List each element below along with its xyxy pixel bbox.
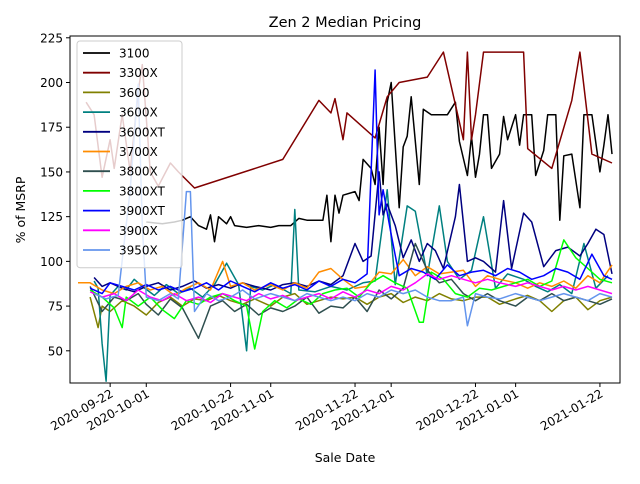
- legend-item-3100: 3100: [83, 47, 150, 61]
- y-axis-label: % of MSRP: [13, 176, 28, 243]
- series-layer: [78, 51, 613, 382]
- legend-item-3300x: 3300X: [83, 66, 158, 80]
- legend-label: 3100: [119, 47, 150, 61]
- x-axis-label: Sale Date: [315, 450, 376, 465]
- series-line-3800x: [89, 242, 613, 340]
- plot-area: [69, 35, 621, 384]
- chart-title: Zen 2 Median Pricing: [269, 15, 422, 31]
- legend-item-3700x: 3700X: [83, 145, 158, 159]
- legend-item-3600x: 3600X: [83, 106, 158, 120]
- series-line-3100: [146, 81, 613, 243]
- legend-item-3800xt: 3800XT: [83, 184, 166, 198]
- y-tick-label: 150: [40, 165, 63, 179]
- series-line-3600xt: [93, 171, 613, 293]
- series-line-3900x: [89, 273, 613, 304]
- legend-label: 3900X: [119, 224, 158, 238]
- y-tick-label: 225: [40, 31, 63, 45]
- plot-frame: [69, 35, 621, 384]
- legend-item-3950x: 3950X: [83, 244, 158, 258]
- series-line-3950x: [93, 83, 613, 327]
- legend-label: 3700X: [119, 145, 158, 159]
- y-tick-label: 175: [40, 121, 63, 135]
- legend-label: 3300X: [119, 66, 158, 80]
- legend-item-3600xt: 3600XT: [83, 125, 166, 139]
- y-tick-label: 75: [48, 300, 63, 314]
- legend-label: 3800X: [119, 165, 158, 179]
- y-tick-label: 50: [48, 344, 63, 358]
- legend-item-3600: 3600: [83, 86, 150, 100]
- y-tick-label: 100: [40, 255, 63, 269]
- legend-label: 3600X: [119, 106, 158, 120]
- legend-label: 3800XT: [119, 184, 166, 198]
- legend-label: 3900XT: [119, 204, 166, 218]
- legend-item-3900x: 3900X: [83, 224, 158, 238]
- legend-label: 3950X: [119, 244, 158, 258]
- legend-label: 3600: [119, 86, 150, 100]
- legend-item-3900xt: 3900XT: [83, 204, 166, 218]
- y-tick-label: 200: [40, 76, 63, 90]
- legend: 3100 3300X 3600 3600X 3600XT 3700X 3800X 3800XT…: [76, 40, 183, 269]
- legend-label: 3600XT: [119, 125, 166, 139]
- series-line-3800xt: [89, 239, 613, 350]
- y-tick-label: 125: [40, 210, 63, 224]
- legend-item-3800x: 3800X: [83, 165, 158, 179]
- y-axis: 50 75 100 125 150 175 200 225: [40, 31, 70, 358]
